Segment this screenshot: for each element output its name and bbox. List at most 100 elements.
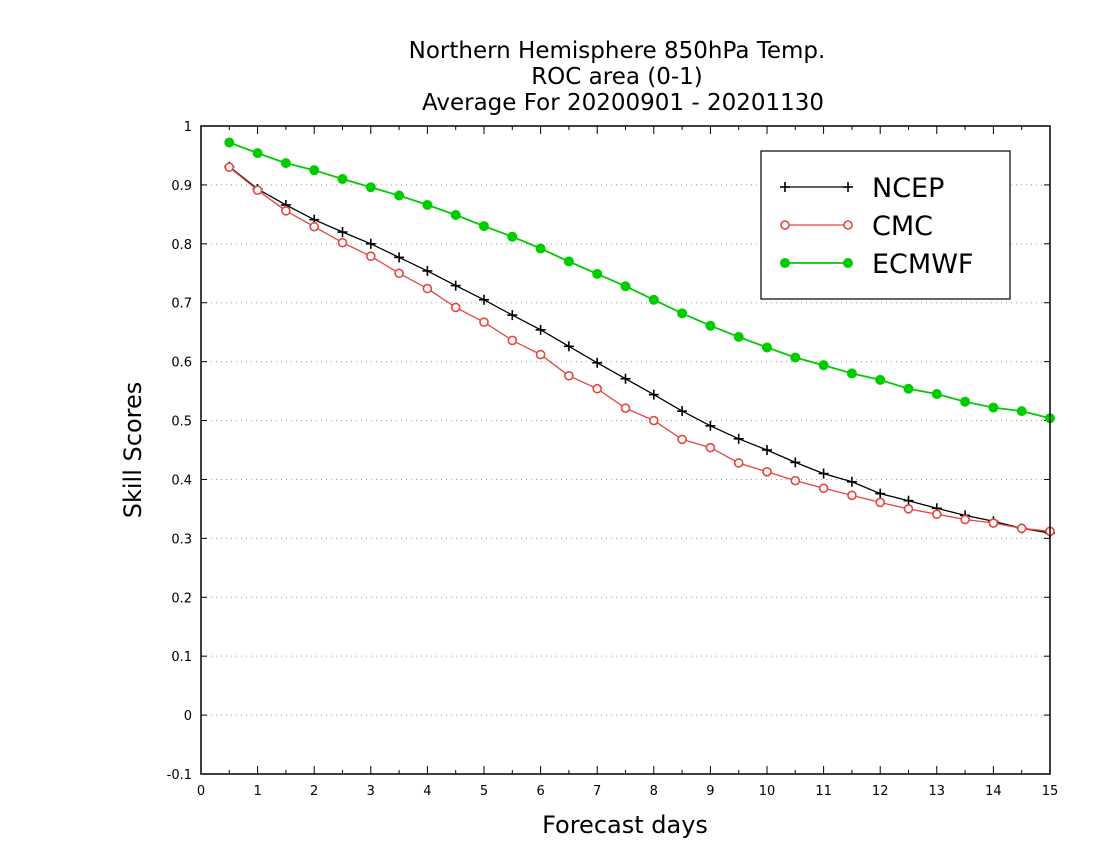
legend-marker-ncep bbox=[843, 182, 853, 192]
point-ecmwf bbox=[365, 182, 376, 193]
legend-item-ncep: NCEP bbox=[780, 173, 944, 204]
legend-marker-ncep bbox=[780, 182, 790, 192]
legend-label-ncep: NCEP bbox=[872, 173, 944, 204]
point-ecmwf bbox=[875, 374, 886, 385]
y-tick-label: 0.5 bbox=[171, 415, 192, 430]
point-ncep bbox=[733, 433, 744, 444]
point-cmc bbox=[224, 162, 235, 173]
x-axis-label: Forecast days bbox=[542, 811, 708, 839]
point-ncep bbox=[394, 252, 405, 263]
x-tick-label: 4 bbox=[423, 784, 431, 799]
series-layer bbox=[224, 137, 1055, 539]
x-tick-label: 3 bbox=[367, 784, 375, 799]
point-cmc bbox=[252, 185, 263, 196]
series-cmc bbox=[224, 162, 1055, 537]
point-ncep bbox=[762, 445, 772, 455]
point-ecmwf bbox=[790, 352, 801, 363]
point-ecmwf bbox=[394, 190, 405, 201]
point-cmc bbox=[479, 317, 489, 327]
point-cmc bbox=[365, 251, 376, 261]
x-tick-label: 9 bbox=[706, 784, 714, 799]
legend: NCEP CMC ECMWF bbox=[760, 150, 1011, 300]
point-ecmwf bbox=[422, 199, 433, 210]
axes: -0.100.10.20.30.40.50.60.70.80.910 1 2 3 4 5 6… bbox=[167, 120, 1059, 799]
point-cmc bbox=[903, 504, 914, 514]
point-ncep bbox=[705, 420, 716, 431]
y-axis-label: Skill Scores bbox=[119, 382, 147, 519]
chart-title: Northern Hemisphere 850hPa Temp. ROC are… bbox=[409, 38, 826, 116]
y-tick-label: 1 bbox=[184, 120, 192, 135]
x-tick-label: 14 bbox=[985, 784, 1002, 799]
series-line-ncep bbox=[228, 166, 1051, 534]
point-ecmwf bbox=[224, 137, 235, 148]
point-cmc bbox=[450, 302, 461, 313]
x-tick-label: 7 bbox=[593, 784, 601, 799]
y-tick-label: -0.1 bbox=[167, 768, 192, 783]
point-cmc bbox=[931, 509, 942, 520]
x-tick-label: 12 bbox=[872, 784, 889, 799]
point-ecmwf bbox=[507, 231, 518, 242]
legend-marker-ecmwf bbox=[843, 258, 853, 268]
legend-marker-cmc bbox=[843, 220, 853, 230]
y-tick-label: 0.4 bbox=[171, 473, 192, 488]
point-ecmwf bbox=[648, 294, 659, 305]
point-ecmwf bbox=[563, 256, 574, 267]
y-tick-label: 0.6 bbox=[171, 356, 192, 371]
chart-title-line-2: ROC area (0-1) bbox=[531, 64, 703, 90]
point-ecmwf bbox=[960, 396, 971, 407]
point-ecmwf bbox=[705, 320, 716, 331]
point-ncep bbox=[337, 227, 348, 238]
point-ecmwf bbox=[733, 331, 744, 342]
point-cmc bbox=[875, 497, 886, 508]
point-ncep bbox=[790, 457, 801, 468]
x-tick-label: 8 bbox=[650, 784, 658, 799]
y-tick-label: 0.2 bbox=[171, 591, 192, 606]
point-ncep bbox=[479, 294, 489, 305]
legend-item-cmc: CMC bbox=[780, 211, 933, 242]
y-tick-label: 0 bbox=[184, 709, 192, 724]
y-tick-label: 0.3 bbox=[171, 532, 192, 547]
point-ecmwf bbox=[931, 389, 942, 400]
point-ecmwf bbox=[252, 148, 263, 159]
y-tick-label: 0.7 bbox=[171, 297, 192, 312]
point-cmc bbox=[960, 514, 970, 525]
point-ecmwf bbox=[479, 221, 489, 232]
y-tick-label: 0.8 bbox=[171, 238, 192, 253]
point-ncep bbox=[563, 341, 574, 352]
point-cmc bbox=[394, 268, 404, 279]
x-tick-label: 0 bbox=[197, 784, 205, 799]
point-ncep bbox=[677, 406, 688, 417]
point-ecmwf bbox=[535, 243, 546, 254]
point-cmc bbox=[337, 237, 348, 248]
legend-marker-cmc bbox=[780, 220, 790, 230]
point-ncep bbox=[903, 495, 914, 506]
x-tick-label: 15 bbox=[1042, 784, 1059, 799]
legend-item-ecmwf: ECMWF bbox=[780, 249, 973, 280]
point-ecmwf bbox=[337, 174, 348, 185]
point-ecmwf bbox=[280, 158, 291, 169]
y-tick-label: 0.9 bbox=[171, 179, 192, 194]
point-ecmwf bbox=[450, 209, 461, 220]
x-tick-label: 11 bbox=[815, 784, 832, 799]
point-cmc bbox=[818, 483, 829, 494]
point-ecmwf bbox=[762, 342, 772, 353]
chart-title-line-1: Northern Hemisphere 850hPa Temp. bbox=[409, 38, 826, 64]
series-ecmwf bbox=[224, 137, 1055, 424]
x-tick-label: 13 bbox=[929, 784, 946, 799]
point-cmc bbox=[592, 383, 603, 394]
legend-label-cmc: CMC bbox=[872, 211, 933, 242]
point-ncep bbox=[365, 238, 376, 249]
chart-title-line-3: Average For 20200901 - 20201130 bbox=[422, 90, 824, 116]
legend-label-ecmwf: ECMWF bbox=[872, 249, 973, 280]
point-cmc bbox=[507, 335, 518, 346]
point-ecmwf bbox=[846, 368, 857, 379]
point-ecmwf bbox=[620, 281, 631, 292]
point-cmc bbox=[677, 434, 687, 445]
point-ecmwf bbox=[903, 383, 914, 394]
point-cmc bbox=[1016, 523, 1027, 534]
point-ncep bbox=[818, 468, 829, 479]
point-cmc bbox=[790, 475, 801, 486]
point-ncep bbox=[846, 476, 857, 487]
point-cmc bbox=[988, 518, 999, 528]
